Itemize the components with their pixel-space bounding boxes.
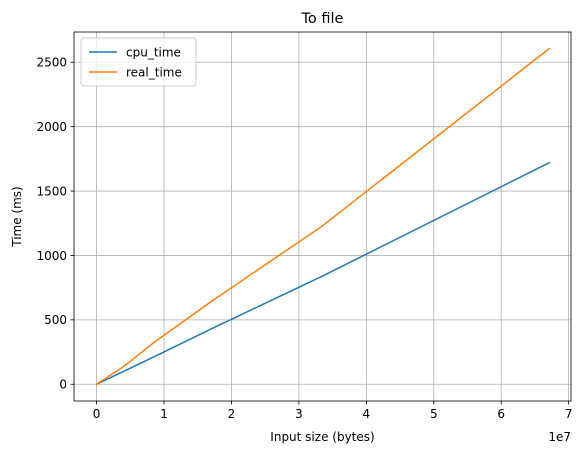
grid: [74, 32, 571, 401]
x-axis-offset-label: 1e7: [548, 430, 571, 444]
legend-box: [80, 37, 197, 87]
y-tick-label: 2000: [36, 120, 67, 134]
y-tick-label: 500: [44, 313, 67, 327]
x-tick-label: 2: [228, 407, 236, 421]
x-tick-label: 0: [93, 407, 101, 421]
y-axis-label: Time (ms): [10, 186, 24, 248]
x-tick-label: 4: [363, 407, 371, 421]
chart-title: To file: [301, 11, 344, 27]
x-tick-label: 5: [430, 407, 438, 421]
y-tick-label: 1000: [36, 249, 67, 263]
series-line-real-time: [95, 47, 551, 386]
y-tick-label: 1500: [36, 184, 67, 198]
x-tick-label: 3: [295, 407, 303, 421]
x-tick-label: 6: [497, 407, 505, 421]
series-line-cpu-time: [95, 161, 551, 386]
plot-frame: [73, 31, 572, 402]
y-tick-label: 2500: [36, 56, 67, 70]
legend: cpu_time real_time: [80, 37, 197, 87]
y-tick-label: 0: [59, 378, 67, 392]
x-tick-label: 1: [160, 407, 168, 421]
axis-ticks: 0 1 2 3 4 5 6 7 0 500 1000 1500 2000 2500: [36, 56, 572, 421]
x-tick-label: 7: [565, 407, 573, 421]
legend-label-cpu-time: cpu_time: [126, 45, 181, 59]
series-lines: [95, 47, 551, 386]
legend-label-real-time: real_time: [126, 65, 182, 79]
x-axis-label: Input size (bytes): [270, 430, 374, 444]
